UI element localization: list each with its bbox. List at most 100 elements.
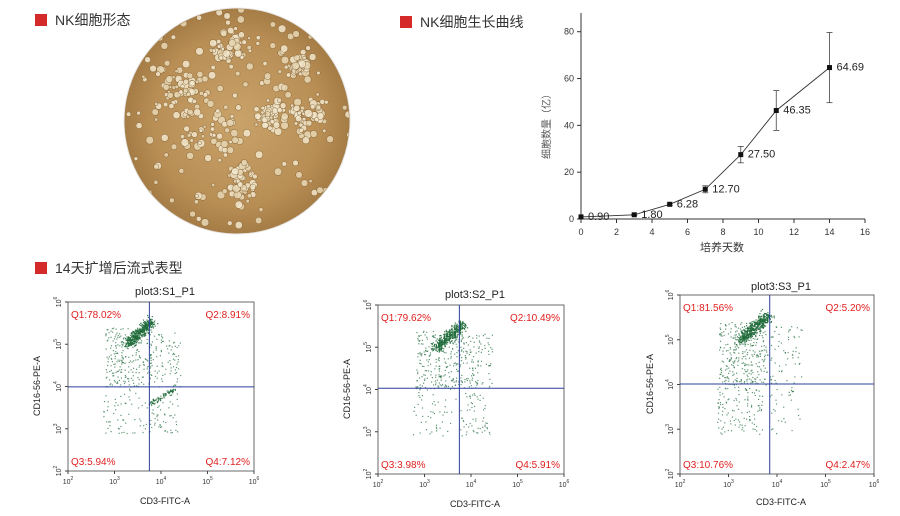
event-dot: [724, 422, 726, 424]
event-dot: [755, 328, 757, 331]
event-dot: [153, 323, 156, 325]
event-dot: [456, 337, 458, 339]
event-dot: [440, 377, 442, 379]
event-dot: [758, 327, 761, 329]
event-dot: [766, 318, 768, 320]
event-dot: [439, 344, 441, 347]
event-dot: [461, 357, 463, 359]
event-dot: [465, 423, 467, 426]
event-dot: [717, 412, 720, 414]
event-dot: [176, 346, 178, 349]
event-dot: [462, 321, 464, 323]
event-dot: [170, 389, 172, 391]
event-dot: [484, 405, 486, 407]
event-dot: [133, 360, 135, 362]
event-dot: [741, 358, 743, 360]
event-dot: [151, 426, 153, 429]
event-dot: [420, 363, 422, 365]
nk-cell: [316, 104, 321, 110]
event-dot: [418, 395, 420, 397]
nk-cell: [274, 127, 283, 136]
event-dot: [123, 342, 125, 344]
nk-cell: [163, 101, 169, 108]
nk-cell: [330, 199, 338, 207]
phenotype-title: 14天扩增后流式表型: [55, 260, 183, 276]
event-dot: [117, 359, 119, 361]
x-tick-label: 102: [63, 476, 74, 486]
event-dot: [131, 335, 133, 337]
event-dot: [141, 340, 143, 342]
event-dot: [473, 346, 475, 348]
event-dot: [135, 335, 137, 338]
event-dot: [125, 422, 127, 424]
event-dot: [449, 332, 451, 335]
event-dot: [759, 332, 761, 334]
event-dot: [423, 365, 425, 367]
event-dot: [741, 424, 743, 426]
event-dot: [781, 394, 783, 396]
event-dot: [434, 368, 436, 370]
x-tick-label: 104: [156, 476, 167, 486]
event-dot: [167, 361, 169, 363]
event-dot: [727, 377, 729, 379]
event-dot: [764, 319, 767, 321]
event-dot: [748, 339, 750, 341]
event-dot: [729, 348, 731, 350]
event-dot: [445, 362, 447, 364]
event-dot: [433, 413, 435, 415]
event-dot: [458, 383, 460, 386]
data-label: 6.28: [677, 198, 698, 210]
event-dot: [141, 336, 143, 338]
event-dot: [173, 342, 175, 344]
event-dot: [113, 375, 115, 377]
event-dot: [435, 426, 437, 428]
event-dot: [129, 334, 132, 337]
event-dot: [115, 409, 117, 411]
event-dot: [755, 335, 757, 337]
event-dot: [444, 341, 446, 343]
event-dot: [141, 331, 143, 333]
event-dot: [721, 433, 723, 435]
event-dot: [449, 341, 451, 343]
event-dot: [448, 330, 450, 332]
event-dot: [131, 338, 133, 340]
event-dot: [461, 381, 463, 383]
event-dot: [480, 365, 482, 367]
event-dot: [754, 418, 756, 420]
event-dot: [130, 332, 133, 334]
event-dot: [144, 402, 146, 404]
event-dot: [471, 375, 473, 377]
flow-xlabel: CD3-FITC-A: [450, 499, 500, 509]
event-dot: [774, 379, 776, 382]
event-dot: [753, 329, 755, 331]
event-dot: [454, 384, 456, 386]
nk-cell: [276, 97, 282, 103]
event-dot: [436, 350, 438, 352]
event-dot: [747, 334, 750, 336]
event-dot: [154, 320, 156, 322]
event-dot: [110, 354, 112, 356]
event-dot: [743, 335, 745, 337]
event-dot: [778, 333, 780, 335]
event-dot: [151, 323, 153, 325]
event-dot: [744, 381, 746, 383]
event-dot: [430, 374, 432, 376]
nk-cell: [152, 208, 159, 215]
event-dot: [464, 378, 466, 381]
nk-cell: [134, 217, 142, 225]
event-dot: [443, 336, 445, 338]
event-dot: [758, 374, 760, 376]
event-dot: [748, 322, 751, 324]
event-dot: [759, 433, 761, 435]
event-dot: [754, 351, 756, 353]
event-dot: [471, 403, 473, 405]
event-dot: [772, 375, 774, 377]
event-dot: [725, 377, 727, 379]
event-dot: [442, 383, 444, 386]
event-dot: [747, 369, 749, 371]
event-dot: [746, 418, 748, 420]
event-dot: [747, 328, 749, 331]
event-dot: [139, 418, 141, 420]
event-dot: [756, 326, 758, 328]
plot-frame: [377, 304, 565, 475]
